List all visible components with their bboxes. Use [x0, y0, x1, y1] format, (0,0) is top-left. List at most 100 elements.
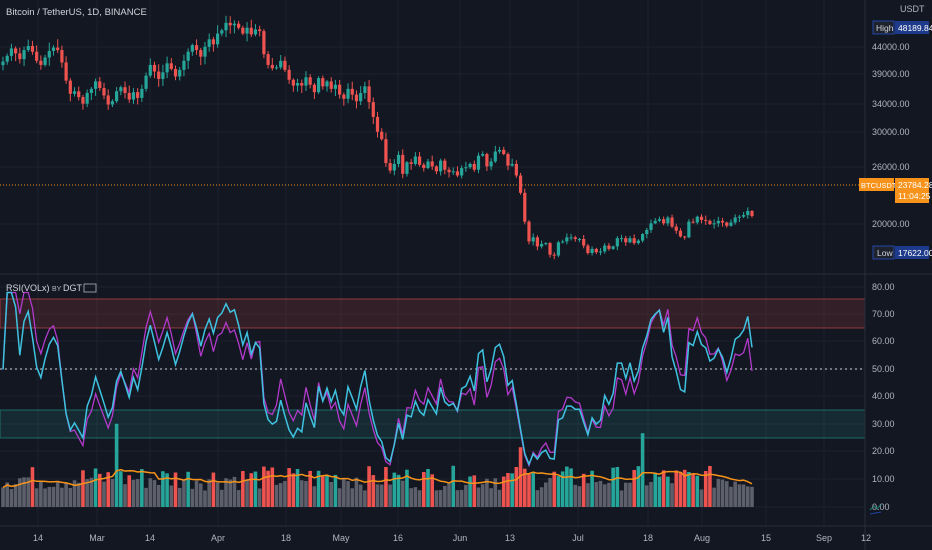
- volume-bar: [165, 473, 169, 507]
- candle-body: [279, 60, 283, 68]
- candle-body: [640, 234, 645, 241]
- volume-bar: [560, 471, 565, 507]
- volume-bar: [640, 433, 645, 507]
- candle-body: [220, 30, 224, 34]
- candle-body: [670, 217, 674, 227]
- volume-bar: [194, 480, 199, 507]
- volume-bar: [211, 472, 216, 507]
- volume-bar: [375, 484, 380, 507]
- candle-body: [565, 237, 569, 242]
- candle-body: [295, 83, 300, 86]
- volume-bar: [569, 468, 573, 507]
- tradingview-logo-icon[interactable]: [869, 503, 882, 515]
- indicator-by: BY: [52, 286, 62, 293]
- volume-bar: [257, 488, 262, 507]
- candle-body: [316, 78, 321, 93]
- time-label: 16: [393, 533, 403, 543]
- candlestick-series: [1, 15, 754, 260]
- indicator-legend[interactable]: RSI(VOLx) BY DGT: [6, 283, 97, 293]
- candle-body: [746, 210, 750, 216]
- volume-bar: [556, 476, 561, 507]
- candle-body: [523, 192, 527, 222]
- indicator-author: DGT: [63, 283, 83, 293]
- volume-bar: [712, 487, 716, 507]
- time-label: 13: [505, 533, 515, 543]
- candle-body: [636, 240, 640, 244]
- volume-bar: [750, 486, 754, 507]
- candle-body: [203, 46, 207, 57]
- candle-body: [392, 163, 396, 171]
- candle-body: [39, 60, 43, 65]
- candle-body: [561, 241, 565, 243]
- volume-bar: [400, 480, 405, 507]
- volume-bar: [417, 490, 422, 507]
- volume-bar: [527, 474, 531, 507]
- volume-bar: [228, 479, 233, 507]
- volume-bar: [182, 479, 186, 507]
- candle-body: [422, 164, 426, 169]
- volume-bar: [283, 480, 287, 507]
- volume-bar: [645, 485, 649, 507]
- volume-bar: [476, 487, 481, 507]
- indicator-axis[interactable]: 80.00 70.00 60.00 50.00 40.00 30.00 20.0…: [872, 282, 895, 512]
- rsi-tick: 80.00: [872, 282, 895, 292]
- candle-body: [594, 248, 598, 253]
- time-label: Jun: [453, 533, 468, 543]
- volume-bar: [114, 423, 119, 507]
- candle-body: [573, 237, 577, 239]
- volume-bar: [295, 469, 300, 507]
- candle-body: [628, 238, 632, 243]
- volume-bar: [169, 485, 174, 507]
- volume-bar: [274, 484, 279, 507]
- candle-body: [182, 60, 186, 70]
- volume-bar: [312, 486, 317, 507]
- price-axis[interactable]: 44000.00 39000.00 34000.00 30000.00 2600…: [872, 42, 910, 229]
- candle-body: [704, 220, 708, 222]
- volume-bar: [687, 472, 691, 507]
- volume-bar: [649, 481, 653, 507]
- volume-bar: [379, 484, 384, 507]
- volume-bar: [13, 484, 18, 507]
- candle-body: [253, 29, 258, 35]
- overbought-band: [0, 298, 866, 329]
- candle-body: [396, 154, 401, 164]
- candle-body: [674, 226, 678, 231]
- volume-bar: [741, 484, 746, 507]
- last-symbol: BTCUSDT: [861, 181, 897, 190]
- candle-body: [241, 27, 245, 34]
- candle-body: [552, 254, 556, 256]
- candle-body: [506, 154, 510, 166]
- volume-bar: [371, 475, 376, 507]
- symbol-title[interactable]: Bitcoin / TetherUS, 1D, BINANCE: [6, 7, 147, 18]
- volume-bar: [405, 469, 409, 507]
- volume-bar: [308, 470, 312, 507]
- volume-bar: [619, 490, 624, 507]
- volume-bar: [350, 488, 355, 507]
- volume-bar: [729, 486, 733, 507]
- candle-body: [9, 48, 14, 56]
- volume-bar: [409, 488, 413, 507]
- price-tick: 30000.00: [872, 127, 910, 137]
- candle-body: [304, 77, 308, 86]
- volume-bar: [47, 486, 52, 507]
- candle-body: [98, 81, 102, 89]
- volume-bar: [177, 487, 182, 507]
- time-axis[interactable]: 14 Mar 14 Apr 18 May 16 Jun 13 Jul 18 Au…: [33, 533, 871, 543]
- candle-body: [110, 101, 115, 105]
- volume-bar: [354, 477, 359, 507]
- volume-bar: [270, 467, 275, 507]
- time-label: Jul: [572, 533, 584, 543]
- candle-body: [245, 27, 249, 34]
- volume-bar: [207, 479, 211, 507]
- candle-body: [405, 162, 409, 174]
- candle-body: [657, 219, 662, 221]
- candle-body: [367, 86, 371, 103]
- candle-body: [283, 60, 287, 70]
- volume-bar: [203, 490, 207, 507]
- candle-body: [165, 63, 169, 73]
- indicator-settings-icon[interactable]: [83, 283, 97, 293]
- volume-bar: [703, 471, 708, 507]
- volume-bar: [287, 468, 291, 507]
- price-tick: 20000.00: [872, 219, 910, 229]
